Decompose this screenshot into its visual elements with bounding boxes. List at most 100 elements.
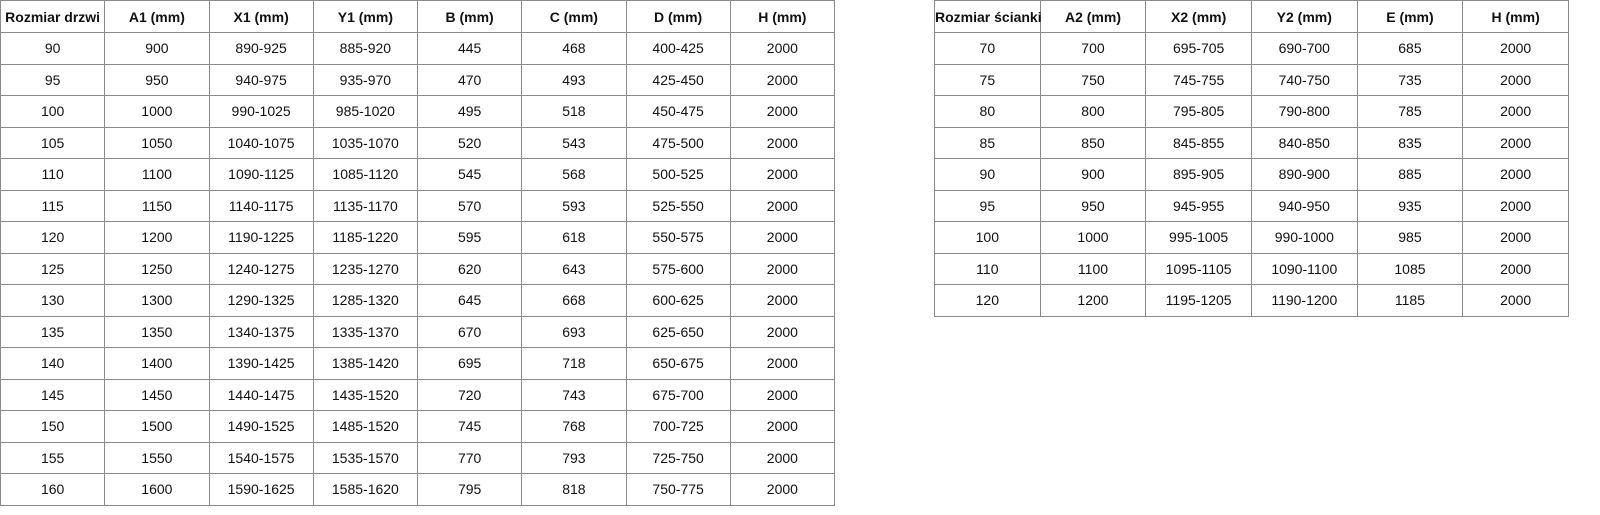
- table-row: 115 1150 1140-1175 1135-1170 570 593 525-550 20…: [0, 189, 836, 222]
- table-cell: 1140-1175: [208, 189, 314, 222]
- table-cell: 770: [416, 441, 523, 474]
- table-cell: 643: [521, 252, 627, 285]
- table-cell: 750: [1039, 63, 1147, 96]
- table-cell: 2000: [729, 95, 836, 128]
- table-cell: 2000: [729, 284, 836, 317]
- table-cell: 750-775: [625, 473, 731, 506]
- table-cell: 985: [1356, 221, 1464, 254]
- table-cell: 600-625: [625, 284, 731, 317]
- table-cell: 1200: [1039, 284, 1147, 317]
- table-cell: 935-970: [312, 63, 419, 96]
- table-row: 85 850 845-855 840-850 835 2000: [934, 126, 1569, 159]
- table-cell: 2000: [729, 410, 836, 443]
- table-cell: 545: [416, 158, 523, 191]
- table-cell: 1540-1575: [208, 441, 314, 474]
- table-cell: 768: [521, 410, 627, 443]
- table-row: 105 1050 1040-1075 1035-1070 520 543 475-500 20…: [0, 126, 836, 159]
- table-cell: 105: [0, 126, 106, 159]
- table-cell: 125: [0, 252, 106, 285]
- table-cell: 785: [1356, 95, 1464, 128]
- table-cell: 895-905: [1145, 158, 1252, 191]
- table-cell: 145: [0, 378, 106, 411]
- table-cell: 70: [934, 32, 1041, 65]
- table-cell: 495: [416, 95, 523, 128]
- table-cell: 518: [521, 95, 627, 128]
- table-cell: 945-955: [1145, 189, 1252, 222]
- column-header: Y2 (mm): [1250, 0, 1358, 33]
- table-row: 155 1550 1540-1575 1535-1570 770 793 725-750 20…: [0, 441, 836, 474]
- table-cell: 1190-1200: [1250, 284, 1358, 317]
- table-cell: 1390-1425: [208, 347, 314, 380]
- table-cell: 1285-1320: [312, 284, 419, 317]
- table-cell: 1000: [104, 95, 210, 128]
- header-row: Rozmiar ścianki A2 (mm) X2 (mm) Y2 (mm) E (m…: [934, 0, 1569, 33]
- table-cell: 1300: [104, 284, 210, 317]
- table-cell: 543: [521, 126, 627, 159]
- table-cell: 475-500: [625, 126, 731, 159]
- table-row: 120 1200 1190-1225 1185-1220 595 618 550-575 20…: [0, 221, 836, 254]
- table-cell: 1240-1275: [208, 252, 314, 285]
- table-cell: 1050: [104, 126, 210, 159]
- table-cell: 110: [0, 158, 106, 191]
- table-cell: 2000: [729, 347, 836, 380]
- table-cell: 493: [521, 63, 627, 96]
- table-cell: 2000: [729, 32, 836, 65]
- table-cell: 2000: [729, 158, 836, 191]
- table-cell: 700-725: [625, 410, 731, 443]
- table-cell: 2000: [729, 189, 836, 222]
- table-cell: 1290-1325: [208, 284, 314, 317]
- table-cell: 100: [934, 221, 1041, 254]
- table-row: 120 1200 1195-1205 1190-1200 1185 2000: [934, 284, 1569, 317]
- table-cell: 885: [1356, 158, 1464, 191]
- table-cell: 845-855: [1145, 126, 1252, 159]
- table-cell: 990-1025: [208, 95, 314, 128]
- column-header: D (mm): [625, 0, 731, 33]
- table-cell: 940-950: [1250, 189, 1358, 222]
- table-cell: 740-750: [1250, 63, 1358, 96]
- table-cell: 120: [0, 221, 106, 254]
- table-cell: 160: [0, 473, 106, 506]
- column-header: A1 (mm): [104, 0, 210, 33]
- table-cell: 745-755: [1145, 63, 1252, 96]
- table-cell: 2000: [729, 252, 836, 285]
- table-cell: 140: [0, 347, 106, 380]
- table-row: 80 800 795-805 790-800 785 2000: [934, 95, 1569, 128]
- table-row: 95 950 940-975 935-970 470 493 425-450 2000: [0, 63, 836, 96]
- table-cell: 1090-1100: [1250, 252, 1358, 285]
- table-cell: 1535-1570: [312, 441, 419, 474]
- table-row: 150 1500 1490-1525 1485-1520 745 768 700-725 20…: [0, 410, 836, 443]
- table-cell: 1385-1420: [312, 347, 419, 380]
- table-cell: 835: [1356, 126, 1464, 159]
- table-row: 95 950 945-955 940-950 935 2000: [934, 189, 1569, 222]
- table-cell: 520: [416, 126, 523, 159]
- table-cell: 940-975: [208, 63, 314, 96]
- table-cell: 1435-1520: [312, 378, 419, 411]
- table-cell: 1600: [104, 473, 210, 506]
- table-cell: 85: [934, 126, 1041, 159]
- table-row: 125 1250 1240-1275 1235-1270 620 643 575-600 20…: [0, 252, 836, 285]
- table-cell: 735: [1356, 63, 1464, 96]
- table-cell: 1550: [104, 441, 210, 474]
- table-cell: 890-900: [1250, 158, 1358, 191]
- table-cell: 2000: [1462, 63, 1569, 96]
- table-cell: 450-475: [625, 95, 731, 128]
- table-cell: 2000: [729, 441, 836, 474]
- table-cell: 2000: [1462, 189, 1569, 222]
- table-cell: 695: [416, 347, 523, 380]
- table-cell: 2000: [1462, 221, 1569, 254]
- table-cell: 2000: [1462, 32, 1569, 65]
- table-cell: 1185-1220: [312, 221, 419, 254]
- table-cell: 950: [104, 63, 210, 96]
- table-cell: 2000: [729, 378, 836, 411]
- table-cell: 1440-1475: [208, 378, 314, 411]
- table-cell: 1100: [1039, 252, 1147, 285]
- table-cell: 1235-1270: [312, 252, 419, 285]
- table-cell: 2000: [729, 315, 836, 348]
- table-cell: 2000: [729, 473, 836, 506]
- table-cell: 700: [1039, 32, 1147, 65]
- table-cell: 725-750: [625, 441, 731, 474]
- table-cell: 985-1020: [312, 95, 419, 128]
- table-row: 90 900 895-905 890-900 885 2000: [934, 158, 1569, 191]
- table-cell: 850: [1039, 126, 1147, 159]
- table-cell: 2000: [729, 126, 836, 159]
